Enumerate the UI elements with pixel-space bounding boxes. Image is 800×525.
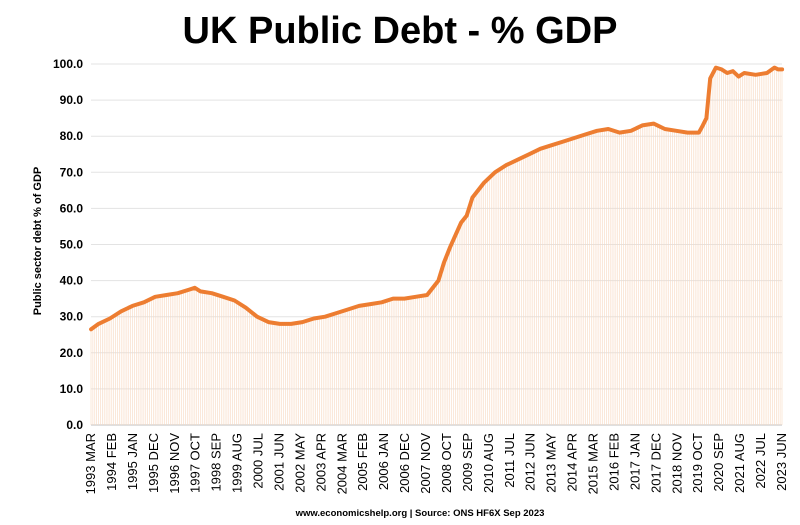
x-tick-label: 2021 AUG (732, 433, 747, 493)
x-tick-label: 2018 NOV (669, 433, 684, 494)
x-tick-label: 1995 JAN (125, 433, 140, 490)
y-axis-ticks: 0.0 10.0 20.0 30.0 40.0 50.0 60.0 70.0 80.0 90.0 1… (53, 57, 83, 432)
x-tick-label: 2007 NOV (418, 433, 433, 494)
x-tick-label: 2002 MAY (292, 433, 307, 493)
y-axis-label: Public sector debt % of GDP (32, 167, 44, 316)
chart-title: UK Public Debt - % GDP (183, 10, 618, 52)
x-tick-label: 2004 MAR (334, 433, 349, 494)
x-tick-label: 2001 JUN (271, 433, 286, 491)
y-tick-label: 50.0 (60, 238, 84, 252)
y-tick-label: 70.0 (60, 165, 84, 179)
x-tick-label: 1998 SEP (209, 433, 224, 492)
y-tick-label: 30.0 (60, 310, 84, 324)
y-tick-label: 90.0 (60, 93, 84, 107)
x-tick-label: 1996 NOV (167, 433, 182, 494)
area-hatching (90, 67, 783, 425)
x-tick-label: 1994 FEB (104, 433, 119, 491)
x-tick-label: 2010 AUG (481, 433, 496, 493)
x-tick-label: 1995 DEC (146, 433, 161, 493)
x-tick-label: 2011 JUL (502, 433, 517, 488)
x-tick-label: 2006 DEC (397, 433, 412, 493)
x-tick-label: 2014 APR (565, 433, 580, 492)
x-tick-label: 1997 OCT (188, 433, 203, 493)
x-tick-label: 2017 DEC (648, 433, 663, 493)
x-axis-ticks: 1993 MAR 1994 FEB 1995 JAN 1995 DEC 1996 NOV… (83, 433, 789, 495)
x-tick-label: 2008 OCT (439, 433, 454, 493)
source-note: www.economicshelp.org | Source: ONS HF6X… (295, 508, 545, 519)
x-tick-label: 2016 FEB (606, 433, 621, 491)
x-tick-label: 2012 JUN (523, 433, 538, 491)
x-tick-label: 2000 JUL (251, 433, 266, 489)
x-tick-label: 2023 JUN (774, 433, 789, 491)
y-tick-label: 60.0 (60, 201, 84, 215)
x-tick-label: 2005 FEB (355, 433, 370, 491)
y-tick-label: 40.0 (60, 274, 84, 288)
series-line (89, 65, 785, 332)
x-tick-label: 2015 MAR (586, 433, 601, 494)
y-tick-label: 10.0 (60, 382, 84, 396)
x-tick-label: 2013 MAY (544, 433, 559, 493)
y-tick-label: 80.0 (60, 129, 84, 143)
y-tick-label: 0.0 (66, 418, 83, 432)
x-tick-label: 2006 JAN (376, 433, 391, 490)
x-tick-label: 2022 JUL (753, 433, 768, 489)
x-tick-label: 2020 SEP (711, 433, 726, 492)
y-tick-label: 100.0 (53, 57, 83, 71)
y-tick-label: 20.0 (60, 346, 84, 360)
x-tick-label: 2019 OCT (690, 433, 705, 493)
x-tick-label: 1999 AUG (230, 433, 245, 493)
x-tick-label: 2017 JAN (627, 433, 642, 490)
x-tick-label: 2003 APR (313, 433, 328, 492)
x-tick-label: 2009 SEP (460, 433, 475, 492)
x-tick-label: 1993 MAR (83, 433, 98, 494)
series-lines (89, 65, 785, 332)
